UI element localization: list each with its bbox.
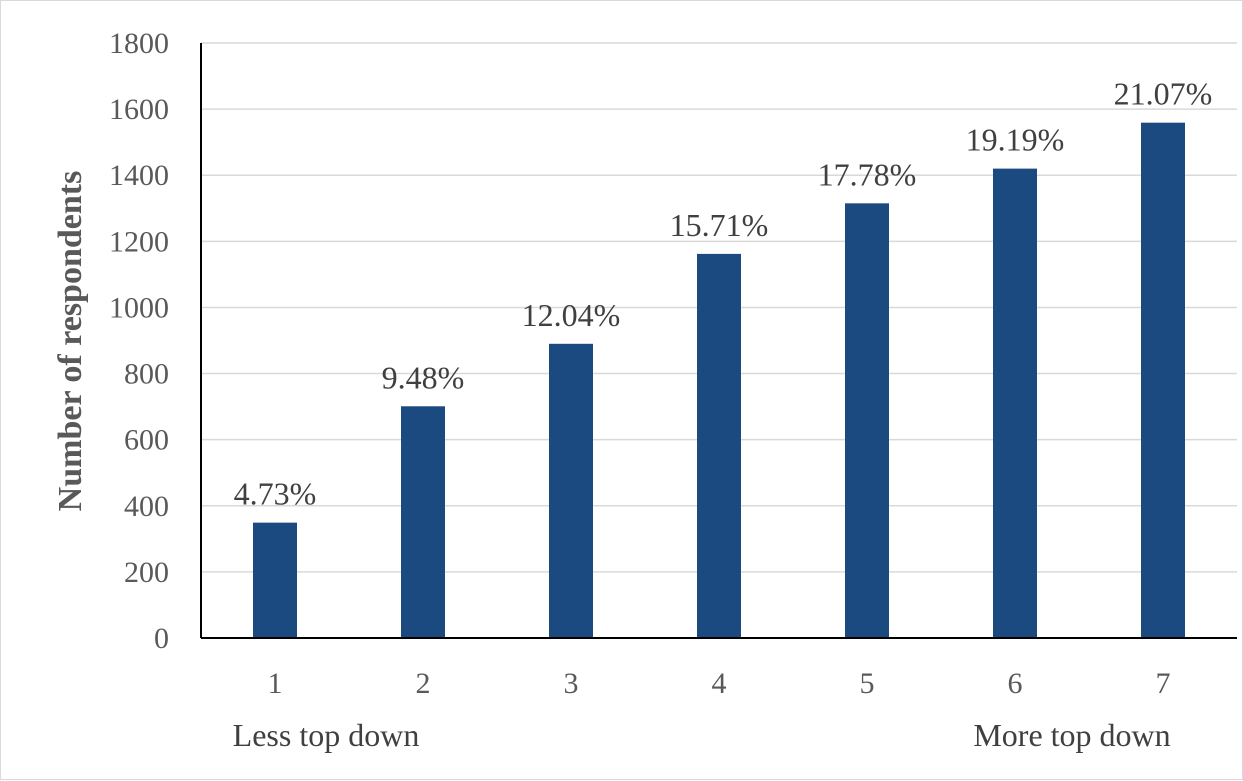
x-tick-labels: 1 2 3 4 5 6 7 (268, 667, 1171, 700)
x-tick-label: 1 (268, 667, 283, 700)
data-label-5: 17.78% (818, 156, 917, 192)
y-tick-label: 800 (124, 358, 169, 391)
y-tick-label: 1400 (109, 159, 169, 192)
axes (200, 43, 1237, 639)
bar-1 (253, 522, 297, 638)
bar-7 (1141, 122, 1185, 639)
data-label-1: 4.73% (234, 476, 317, 512)
annotation-less-top-down: Less top down (233, 717, 420, 753)
bar-3 (549, 343, 593, 638)
data-label-2: 9.48% (382, 359, 465, 395)
y-tick-label: 0 (154, 622, 169, 655)
bar-6 (993, 168, 1037, 638)
x-tick-label: 5 (860, 667, 875, 700)
x-tick-label: 4 (712, 667, 727, 700)
y-tick-label: 200 (124, 556, 169, 589)
y-tick-label: 600 (124, 424, 169, 457)
y-tick-labels: 0 200 400 600 800 1000 1200 1400 1600 1800 (109, 27, 169, 655)
y-tick-label: 1200 (109, 225, 169, 258)
y-tick-label: 1800 (109, 27, 169, 60)
x-tick-label: 6 (1008, 667, 1023, 700)
y-tick-label: 1600 (109, 93, 169, 126)
y-tick-label: 1000 (109, 291, 169, 324)
x-tick-label: 2 (416, 667, 431, 700)
data-label-4: 15.71% (670, 207, 769, 243)
annotation-more-top-down: More top down (973, 717, 1170, 753)
data-labels: 4.73% 9.48% 12.04% 15.71% 17.78% 19.19% 21.07% (234, 76, 1213, 512)
y-tick-label: 400 (124, 490, 169, 523)
bar-2 (401, 406, 445, 638)
x-tick-label: 3 (564, 667, 579, 700)
bars (253, 122, 1185, 639)
data-label-3: 12.04% (522, 297, 621, 333)
x-tick-label: 7 (1156, 667, 1171, 700)
y-axis-label: Number of respondents (52, 171, 89, 512)
bar-4 (697, 253, 741, 638)
data-label-7: 21.07% (1114, 76, 1213, 112)
data-label-6: 19.19% (966, 122, 1065, 158)
bar-5 (845, 203, 889, 638)
